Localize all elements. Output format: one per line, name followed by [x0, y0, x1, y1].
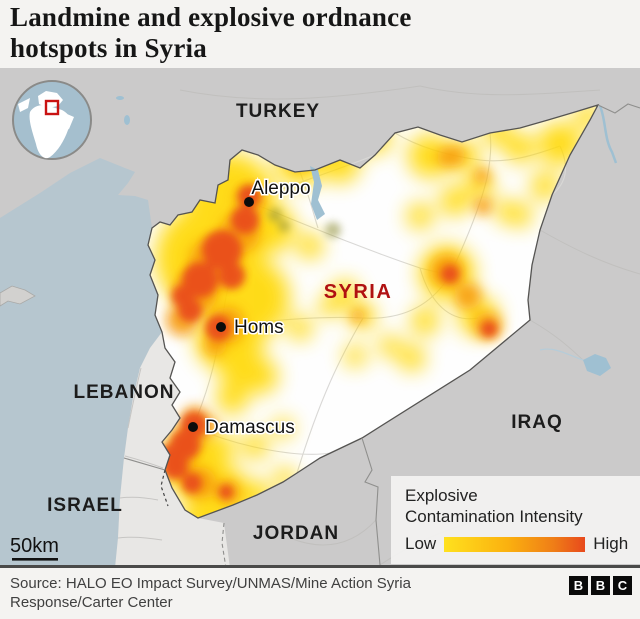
- label-homs: Homs: [234, 317, 284, 338]
- lebanon-israel-land: [115, 332, 230, 568]
- coastal-roads: [117, 367, 164, 541]
- label-turkey: TURKEY: [236, 101, 320, 122]
- tigris-river: [598, 105, 618, 164]
- globe-highlight-box: [44, 99, 60, 116]
- footer: Source: HALO EO Impact Survey/UNMAS/Mine…: [0, 568, 640, 619]
- syria-hotspot-map: TURKEY SYRIA IRAQ JORDAN LEBANON ISRAEL …: [0, 68, 640, 568]
- homs-dot: [216, 322, 226, 332]
- legend-title-line1: Explosive: [405, 486, 478, 505]
- label-aleppo: Aleppo: [251, 178, 310, 199]
- vegetation-patches: [268, 208, 341, 238]
- cyprus-island: [0, 285, 36, 307]
- label-damascus: Damascus: [205, 417, 295, 438]
- iraq-lake: [583, 354, 611, 376]
- other-borders: [123, 103, 640, 568]
- globe-inset: [12, 80, 92, 160]
- scale-label: 50km: [10, 535, 59, 557]
- legend-low-label: Low: [405, 534, 437, 553]
- label-jordan: JORDAN: [253, 523, 339, 544]
- bbc-logo: B B C: [569, 576, 632, 595]
- title-line-1: Landmine and explosive ordnance: [10, 2, 412, 32]
- map-canvas: TURKEY SYRIA IRAQ JORDAN LEBANON ISRAEL …: [0, 68, 640, 568]
- lake-assad: [310, 166, 325, 220]
- map-bottom-edge: [0, 565, 640, 568]
- aleppo-dot: [244, 197, 254, 207]
- legend-box: Explosive Contamination Intensity Low Hi…: [391, 476, 640, 564]
- legend-scale-row: Low High: [405, 534, 630, 554]
- label-lebanon: LEBANON: [74, 382, 175, 403]
- bbc-logo-letter: C: [613, 576, 632, 595]
- label-syria: SYRIA: [324, 281, 393, 303]
- scale-bar: [12, 558, 58, 561]
- label-israel: ISRAEL: [47, 495, 123, 516]
- damascus-dot: [188, 422, 198, 432]
- page-title: Landmine and explosive ordnance hotspots…: [10, 2, 630, 64]
- legend-title: Explosive Contamination Intensity: [405, 485, 630, 527]
- legend-gradient-bar: [444, 536, 586, 552]
- bbc-logo-letter: B: [569, 576, 588, 595]
- label-iraq: IRAQ: [511, 412, 563, 433]
- title-line-2: hotspots in Syria: [10, 33, 207, 63]
- legend-title-line2: Contamination Intensity: [405, 507, 583, 526]
- golan-dashed-border: [160, 469, 169, 507]
- mediterranean-sea: [0, 158, 162, 568]
- bbc-logo-letter: B: [591, 576, 610, 595]
- legend-high-label: High: [593, 534, 629, 553]
- lakes-rivers: [116, 96, 618, 376]
- syria-border: [147, 103, 600, 519]
- source-credit: Source: HALO EO Impact Survey/UNMAS/Mine…: [10, 575, 411, 611]
